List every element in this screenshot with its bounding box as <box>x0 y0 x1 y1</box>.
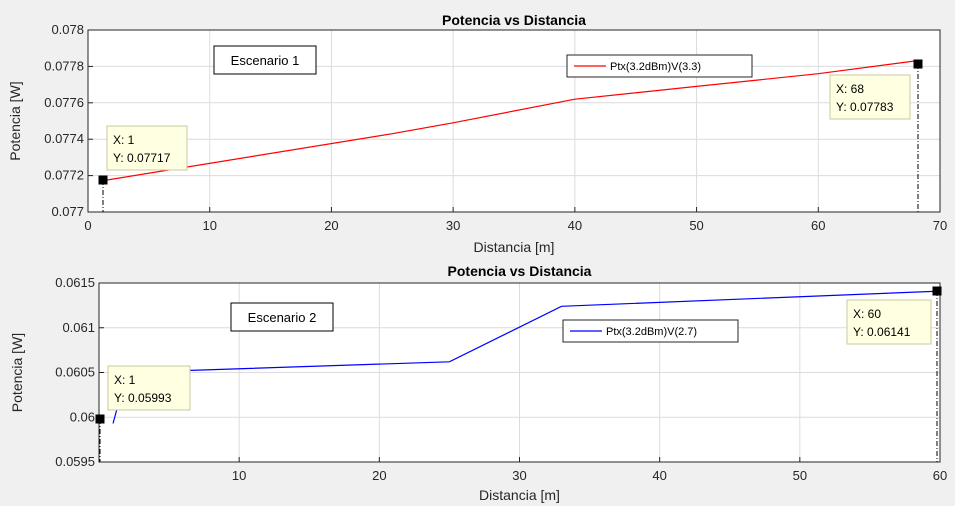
y-tick-label: 0.0772 <box>44 168 84 183</box>
datatip-box <box>107 365 191 411</box>
y-tick-label: 0.078 <box>51 22 84 37</box>
y-tick-label: 0.0615 <box>55 275 95 290</box>
datatip-marker[interactable] <box>98 175 108 185</box>
chart-1-title: Potencia vs Distancia <box>442 12 586 28</box>
y-tick-label: 0.061 <box>62 320 95 335</box>
datatip-marker[interactable] <box>95 414 105 424</box>
datatip-x-text: X: 1 <box>114 373 136 387</box>
x-tick-label: 50 <box>689 218 703 233</box>
y-tick-label: 0.0774 <box>44 131 84 146</box>
datatip-box <box>846 299 932 345</box>
chart-1-annotation-text: Escenario 1 <box>231 53 300 68</box>
x-tick-label: 70 <box>933 218 947 233</box>
chart-2-legend[interactable]: Ptx(3.2dBm)V(2.7) <box>562 319 739 343</box>
x-tick-label: 20 <box>372 468 386 483</box>
y-tick-label: 0.0778 <box>44 58 84 73</box>
datatip-x-text: X: 60 <box>853 307 881 321</box>
chart-1-datatips: X: 1 Y: 0.07717 X: 68 Y: 0.07783 <box>98 59 923 213</box>
x-tick-label: 10 <box>202 218 216 233</box>
chart-2-ticks: 10 20 30 40 50 60 0.0595 0.06 0.0605 0.061 0.0615 <box>55 275 947 483</box>
chart-2-legend-label: Ptx(3.2dBm)V(2.7) <box>606 326 697 338</box>
chart-1-ylabel: Potencia [W] <box>7 81 23 160</box>
datatip-y-text: Y: 0.05993 <box>114 391 172 405</box>
chart-2-ylabel: Potencia [W] <box>9 333 25 412</box>
datatip-box <box>106 125 188 171</box>
chart-1-ticks: 0 10 20 30 40 50 60 70 0.077 0.0772 0.0774 0.0776 0.… <box>44 22 947 233</box>
chart-1: 0 10 20 30 40 50 60 70 0.077 0.0772 0.0774 0.0776 0.… <box>7 12 947 255</box>
datatip[interactable]: X: 1 Y: 0.07717 <box>98 125 188 212</box>
x-tick-label: 30 <box>512 468 526 483</box>
chart-1-annotation[interactable]: Escenario 1 <box>213 45 317 75</box>
chart-1-xlabel: Distancia [m] <box>474 239 555 255</box>
y-tick-label: 0.0776 <box>44 95 84 110</box>
x-tick-label: 20 <box>324 218 338 233</box>
datatip-y-text: Y: 0.07717 <box>113 151 171 165</box>
y-tick-label: 0.0605 <box>55 365 95 380</box>
chart-2: 10 20 30 40 50 600.05950.060.06050.0610.0615 … <box>9 263 947 503</box>
datatip-y-text: Y: 0.06141 <box>853 325 911 339</box>
datatip[interactable]: X: 60 Y: 0.06141 <box>846 286 942 463</box>
datatip-x-text: X: 1 <box>113 133 135 147</box>
y-tick-label: 0.0595 <box>55 454 95 469</box>
series-line[interactable] <box>100 60 916 182</box>
chart-2-title: Potencia vs Distancia <box>448 263 592 279</box>
datatip-marker[interactable] <box>932 286 942 296</box>
x-tick-label: 50 <box>793 468 807 483</box>
chart-1-legend-label: Ptx(3.2dBm)V(3.3) <box>610 61 701 73</box>
y-tick-label: 0.06 <box>70 409 95 424</box>
datatip[interactable]: X: 1 Y: 0.05993 <box>95 365 191 462</box>
x-tick-label: 30 <box>446 218 460 233</box>
datatip-marker[interactable] <box>913 59 923 69</box>
chart-1-legend[interactable]: Ptx(3.2dBm)V(3.3) <box>566 54 753 78</box>
x-tick-label: 60 <box>811 218 825 233</box>
y-tick-label: 0.077 <box>51 204 84 219</box>
x-tick-label: 10 <box>232 468 246 483</box>
chart-1-axes-box <box>87 29 941 213</box>
chart-1-series <box>100 60 916 182</box>
x-tick-label: 0 <box>84 218 91 233</box>
x-tick-label: 40 <box>568 218 582 233</box>
datatip-x-text: X: 68 <box>836 82 864 96</box>
chart-2-annotation[interactable]: Escenario 2 <box>230 302 334 332</box>
datatip[interactable]: X: 68 Y: 0.07783 <box>829 59 923 213</box>
x-tick-label: 40 <box>652 468 666 483</box>
x-tick-label: 60 <box>933 468 947 483</box>
datatip-box <box>829 74 911 120</box>
chart-2-xlabel: Distancia [m] <box>479 487 560 503</box>
chart-2-datatips: X: 1 Y: 0.05993 X: 60 Y: 0.06141 <box>95 286 942 463</box>
datatip-y-text: Y: 0.07783 <box>836 100 894 114</box>
chart-2-annotation-text: Escenario 2 <box>248 310 317 325</box>
